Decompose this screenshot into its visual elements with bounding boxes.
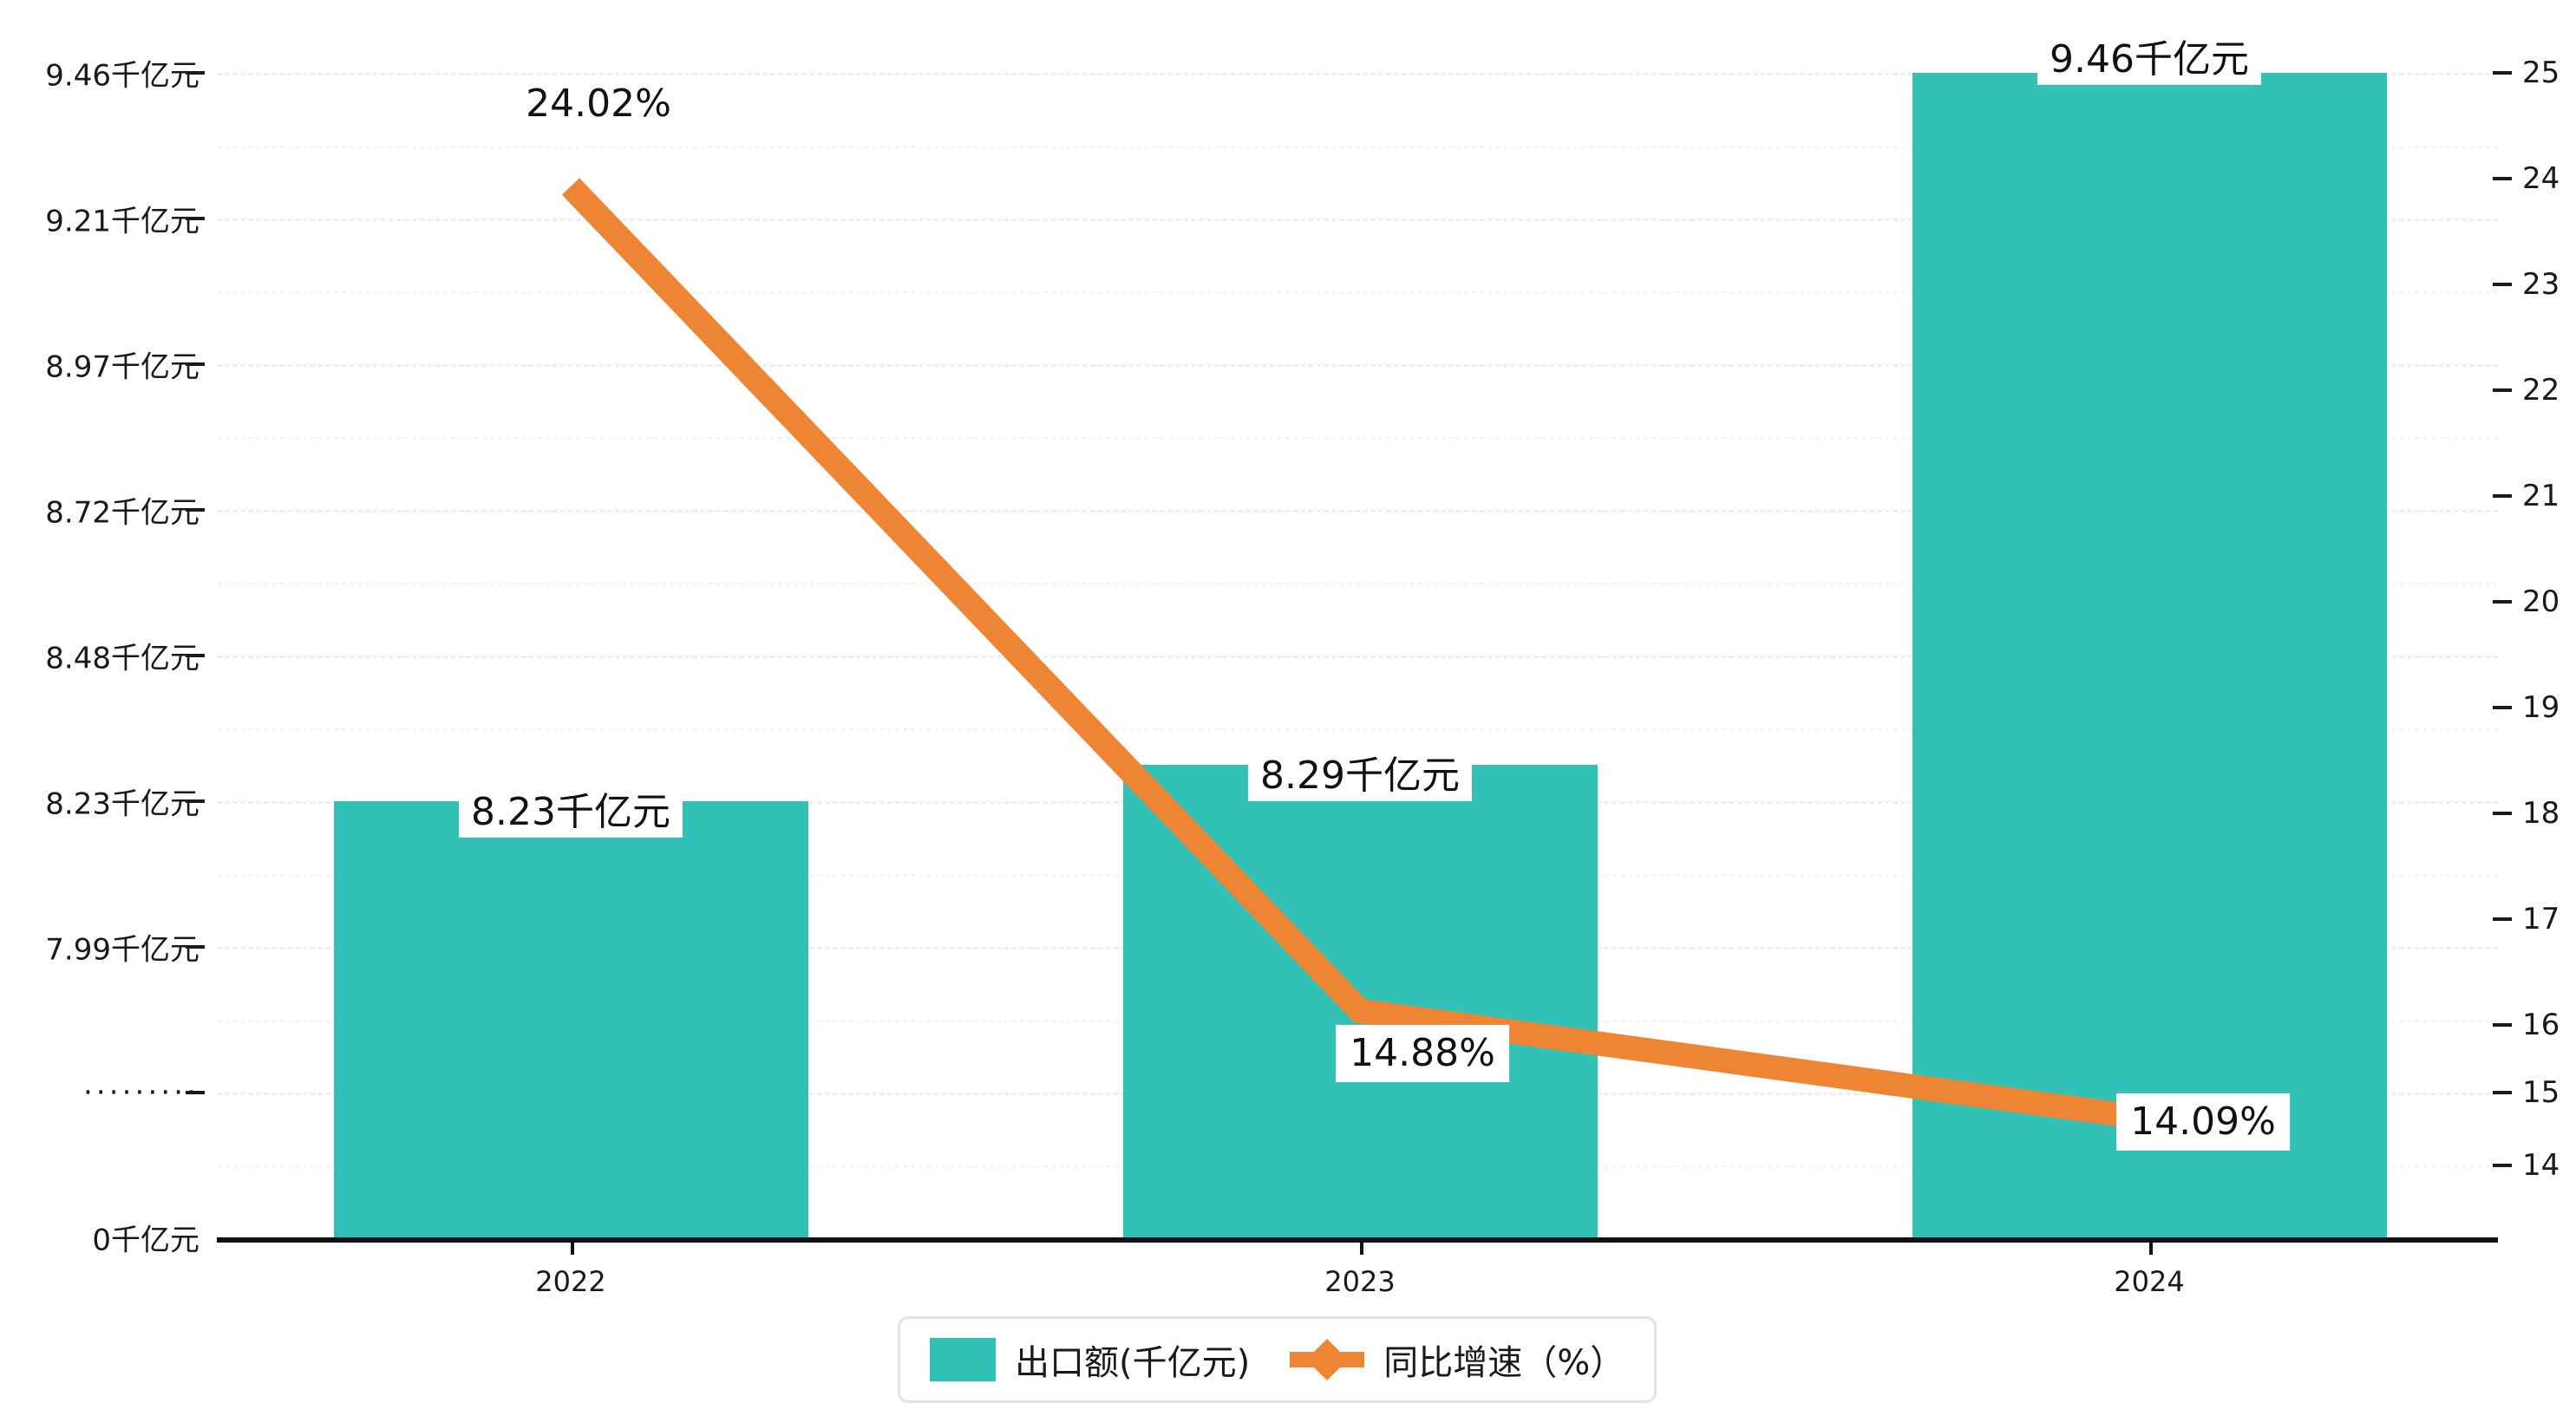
y-right-tick-label: 15 (2522, 1075, 2560, 1110)
y-left-tick-label: 7.99千亿元 (45, 932, 199, 968)
gridline-minor (217, 146, 2498, 148)
y-right-tickmark (2493, 812, 2512, 815)
bar-value-label-2024: 9.46千亿元 (2037, 34, 2261, 85)
legend: 出口额(千亿元) 同比增速（%） (898, 1316, 1657, 1403)
x-tick-label-2024: 2024 (2114, 1265, 2185, 1298)
y-left-tickmark (186, 217, 205, 220)
y-right-tickmark (2493, 388, 2512, 392)
x-tick-label-2022: 2022 (535, 1265, 606, 1298)
y-left-tickmark (186, 945, 205, 949)
bar-2022[interactable] (334, 801, 808, 1237)
y-right-tickmark (2493, 494, 2512, 498)
square-swatch-icon (930, 1338, 996, 1381)
y-left-tickmark (186, 799, 205, 803)
bar-2024[interactable] (1912, 73, 2387, 1237)
y-right-tick-label: 22 (2522, 373, 2560, 408)
y-right-tickmark (2493, 283, 2512, 286)
y-right-tickmark (2493, 917, 2512, 921)
y-right-tick-label: 14 (2522, 1148, 2560, 1183)
y-right-tick-label: 17 (2522, 902, 2560, 936)
growth-label-2022: 24.02% (526, 81, 671, 126)
line-diamond-icon (1290, 1338, 1365, 1381)
legend-label-growth-rate: 同比增速（%） (1383, 1343, 1625, 1383)
x-axis-line (217, 1237, 2498, 1243)
y-right-tickmark (2493, 1023, 2512, 1027)
y-right-tick-label: 23 (2522, 267, 2560, 302)
x-tickmark-2023 (1360, 1237, 1363, 1255)
y-right-tickmark (2493, 600, 2512, 604)
bar-value-label-2022: 8.23千亿元 (459, 786, 683, 838)
y-right-tick-label: 19 (2522, 690, 2560, 725)
y-right-tick-label: 16 (2522, 1008, 2560, 1042)
y-left-tick-label: 8.23千亿元 (45, 786, 199, 822)
y-right-tick-label: 18 (2522, 796, 2560, 831)
y-right-tickmark (2493, 177, 2512, 180)
y-right-tick-label: 20 (2522, 584, 2560, 619)
growth-label-2023: 14.88% (1336, 1024, 1509, 1083)
x-tickmark-2022 (571, 1237, 574, 1255)
y-left-tick-label: 8.48千亿元 (45, 641, 199, 676)
y-left-axis-break-label: ········· (83, 1075, 199, 1110)
y-left-tick-label: 9.21千亿元 (45, 204, 199, 239)
y-left-tick-label: 8.97千亿元 (45, 349, 199, 385)
y-right-tick-label: 24 (2522, 161, 2560, 196)
y-left-tick-label: 9.46千亿元 (45, 58, 199, 94)
y-left-tickmark (186, 508, 205, 512)
y-right-tick-label: 25 (2522, 55, 2560, 90)
legend-label-export-value: 出口额(千亿元) (1015, 1343, 1251, 1383)
legend-item-export-value[interactable]: 出口额(千亿元) (930, 1334, 1250, 1385)
gridline-major (217, 73, 2498, 75)
y-right-tickmark (2493, 71, 2512, 75)
y-left-tick-label-zero: 0千亿元 (92, 1223, 199, 1258)
y-right-tick-label: 21 (2522, 479, 2560, 513)
y-right-tickmark (2493, 1091, 2512, 1094)
legend-item-growth-rate[interactable]: 同比增速（%） (1290, 1334, 1625, 1385)
y-left-tickmark (186, 654, 205, 657)
x-tick-label-2023: 2023 (1324, 1265, 1396, 1298)
bar-2023[interactable] (1123, 765, 1598, 1237)
y-left-tickmark (186, 362, 205, 366)
x-tickmark-2024 (2149, 1237, 2153, 1255)
bar-value-label-2023: 8.29千亿元 (1248, 750, 1472, 801)
y-right-tickmark (2493, 1164, 2512, 1167)
y-left-tickmark (186, 1091, 205, 1094)
y-left-tickmark (186, 71, 205, 75)
y-left-tick-label: 8.72千亿元 (45, 495, 199, 531)
growth-label-2024: 14.09% (2116, 1093, 2290, 1152)
y-right-tickmark (2493, 706, 2512, 709)
